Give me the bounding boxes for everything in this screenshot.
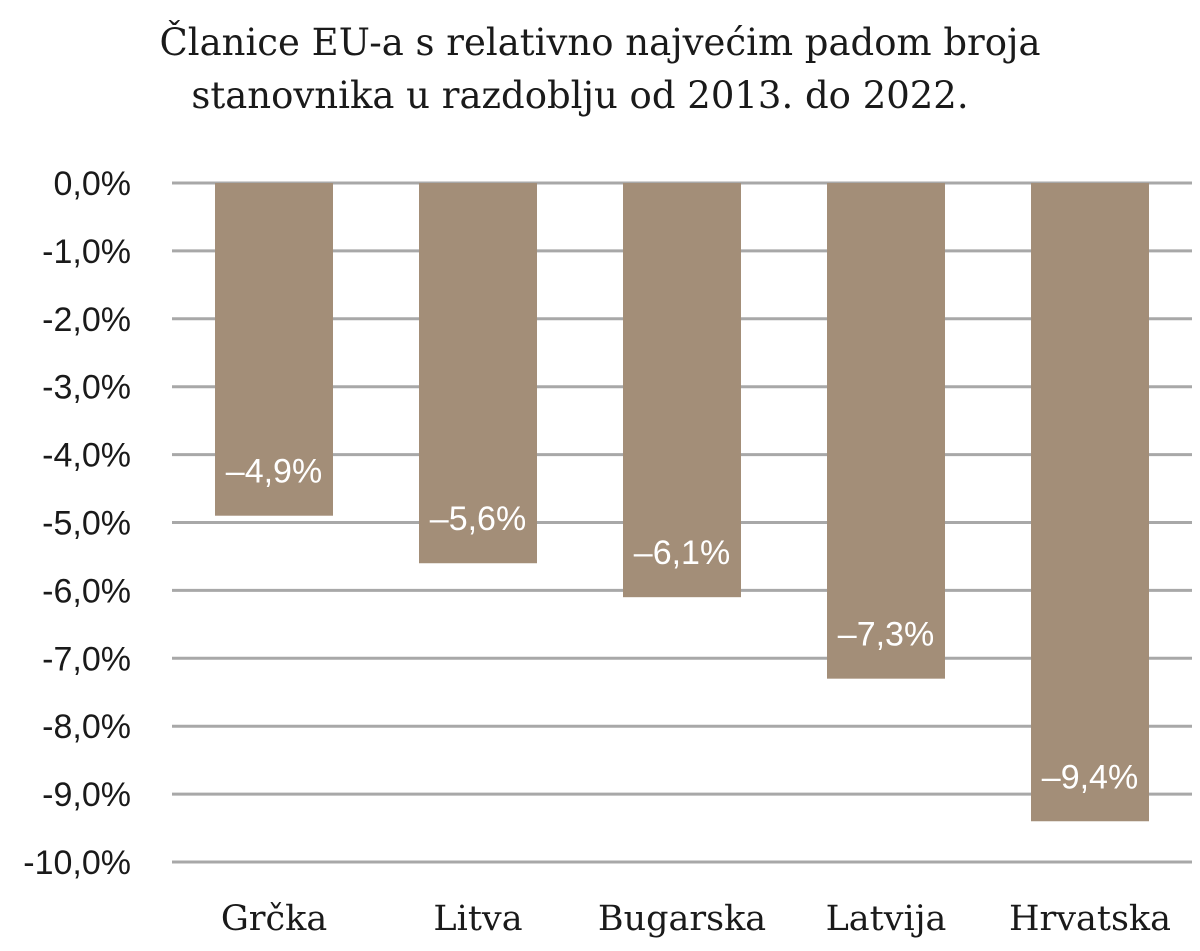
y-tick-label: -3,0%	[42, 369, 131, 407]
category-label: Hrvatska	[1009, 899, 1171, 939]
category-label: Latvija	[826, 899, 947, 939]
bars	[215, 183, 1149, 822]
bar	[215, 183, 333, 516]
y-tick-label: -1,0%	[42, 233, 131, 271]
bar-data-labels: –4,9% –5,6% –6,1% –7,3% –9,4%	[226, 453, 1138, 797]
bar	[623, 183, 741, 598]
y-tick-label: -8,0%	[42, 708, 131, 746]
y-tick-label: -4,0%	[42, 437, 131, 475]
chart-title-line-1: Članice EU-a s relativno najvećim padom …	[159, 20, 1040, 64]
category-label: Litva	[433, 899, 522, 939]
bar	[827, 183, 945, 679]
category-label: Grčka	[221, 899, 327, 939]
bar	[1031, 183, 1149, 822]
x-axis-category-labels: Grčka Litva Bugarska Latvija Hrvatska	[221, 899, 1171, 939]
y-tick-label: -7,0%	[42, 640, 131, 678]
bar-value-label: –4,9%	[226, 453, 322, 491]
y-tick-label: -9,0%	[42, 776, 131, 814]
bar-value-label: –6,1%	[634, 534, 730, 572]
chart-title-line-2: stanovnika u razdoblju od 2013. do 2022.	[191, 74, 968, 117]
bar-value-label: –9,4%	[1042, 758, 1138, 796]
y-tick-label: -10,0%	[23, 844, 131, 882]
bar	[419, 183, 537, 564]
y-tick-label: -5,0%	[42, 505, 131, 543]
y-tick-label: -2,0%	[42, 301, 131, 339]
bar-value-label: –7,3%	[838, 616, 934, 654]
chart-title: Članice EU-a s relativno najvećim padom …	[159, 20, 1040, 117]
y-axis-tick-labels: 0,0% -1,0% -2,0% -3,0% -4,0% -5,0% -6,0% -7,0% -…	[23, 165, 131, 882]
y-tick-label: -6,0%	[42, 572, 131, 610]
bar-value-label: –5,6%	[430, 500, 526, 538]
y-tick-label: 0,0%	[54, 165, 132, 203]
category-label: Bugarska	[598, 899, 766, 939]
